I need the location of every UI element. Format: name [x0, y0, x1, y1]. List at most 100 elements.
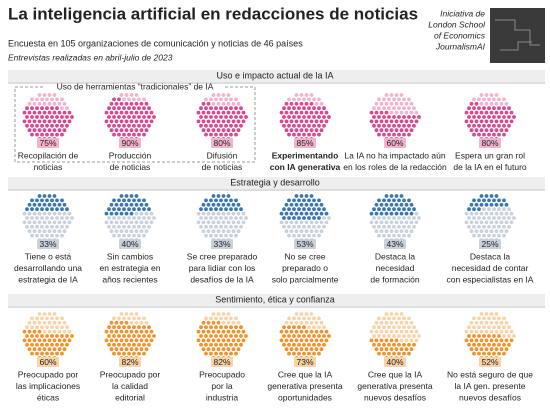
value-label: 85% [296, 138, 313, 148]
dot [309, 110, 314, 115]
dot [42, 211, 47, 216]
dot [502, 342, 506, 347]
dot [287, 224, 291, 229]
section-bg [8, 177, 545, 189]
dot [387, 216, 391, 220]
dot [312, 115, 316, 119]
dot [139, 110, 144, 115]
dot [231, 338, 236, 343]
dot [55, 316, 59, 321]
dot [231, 211, 236, 216]
dot [139, 329, 144, 334]
item-label: nuevos desafíos [459, 392, 521, 402]
dot [129, 202, 134, 207]
dot [399, 347, 404, 352]
dot [287, 316, 291, 321]
dot [147, 207, 151, 212]
dot [377, 115, 381, 119]
dot [497, 334, 501, 338]
value-label-bg [211, 357, 233, 367]
dot [409, 101, 414, 106]
dot [374, 329, 379, 334]
dot [60, 351, 64, 356]
dot [394, 338, 399, 343]
dot [309, 128, 314, 133]
dot [492, 123, 496, 128]
dot [487, 316, 491, 321]
dot [317, 224, 321, 229]
dot [57, 211, 62, 216]
dot [482, 224, 486, 229]
item-label: Destaca la [470, 251, 510, 261]
dot [224, 207, 228, 212]
dot [319, 202, 324, 207]
dot [45, 224, 49, 229]
dot [284, 202, 289, 207]
dot [289, 229, 294, 234]
dot [474, 320, 479, 325]
dot [219, 97, 223, 102]
dot [487, 207, 491, 212]
dot [394, 194, 399, 198]
dot [487, 106, 491, 111]
dot [499, 211, 504, 216]
dot [234, 97, 238, 102]
dot [304, 93, 309, 97]
dot [382, 325, 386, 330]
dot [117, 334, 121, 338]
dot [494, 338, 499, 343]
dot [55, 97, 59, 102]
dot [312, 342, 316, 347]
dot [134, 347, 139, 352]
dot [32, 211, 37, 216]
dot [209, 334, 213, 338]
dot [209, 207, 213, 212]
dot [62, 320, 67, 325]
dot [204, 216, 208, 220]
item-label: nuevos desafíos [364, 392, 426, 402]
dot [55, 351, 59, 356]
dot [129, 320, 134, 325]
dot [25, 106, 29, 111]
dot [236, 338, 241, 343]
dot [60, 115, 64, 119]
dot [35, 97, 39, 102]
dot [402, 224, 406, 229]
dot [489, 320, 494, 325]
item-label: de la IA en el futuro [453, 162, 527, 172]
item-label: con especialistas en IA [447, 274, 534, 284]
dot [392, 224, 396, 229]
dot-circle [22, 194, 74, 242]
dot [112, 233, 116, 238]
dot [199, 115, 203, 119]
dot [394, 202, 399, 207]
dot [42, 101, 47, 106]
dot [57, 110, 62, 115]
value-label: 43% [386, 239, 403, 249]
dot [241, 329, 246, 334]
dot [492, 233, 496, 238]
dot [317, 207, 321, 212]
dot [389, 312, 394, 316]
dot [314, 329, 319, 334]
dot [494, 194, 499, 198]
dot [314, 320, 319, 325]
dot [379, 320, 384, 325]
dot [492, 325, 496, 330]
dot [377, 325, 381, 330]
dot [482, 325, 486, 330]
dot [504, 128, 509, 133]
dot [307, 334, 311, 338]
dot [402, 334, 406, 338]
dot [284, 128, 289, 133]
dot [139, 202, 144, 207]
dot [25, 115, 29, 119]
dot [117, 132, 121, 137]
dot [117, 97, 121, 102]
dot [284, 101, 289, 106]
dot [224, 233, 228, 238]
dot [389, 220, 394, 225]
dot [489, 312, 494, 316]
dot [226, 93, 231, 97]
dot [497, 316, 501, 321]
